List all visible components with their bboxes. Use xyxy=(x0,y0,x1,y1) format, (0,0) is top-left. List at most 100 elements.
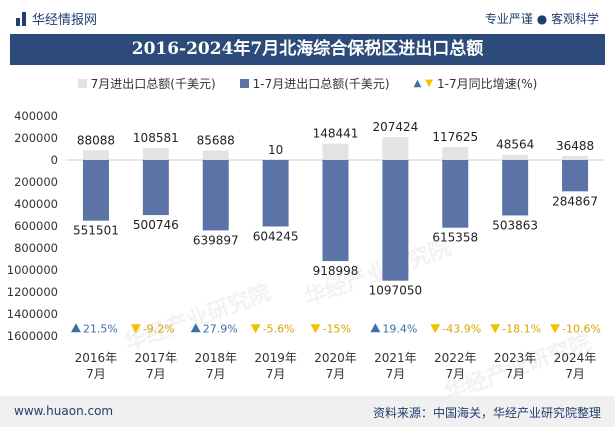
monthly-bar xyxy=(202,150,229,160)
cumulative-value-label: 551501 xyxy=(73,224,119,238)
cumulative-bar xyxy=(262,160,289,227)
monthly-value-label: 117625 xyxy=(432,130,478,144)
growth-down-marker xyxy=(550,324,561,334)
x-tick-label: 2019年 xyxy=(254,351,297,365)
legend-item-monthly: 7月进出口总额(千美元) xyxy=(77,74,216,92)
monthly-value-label: 88088 xyxy=(77,133,115,147)
brand[interactable]: 华经情报网 xyxy=(16,9,97,28)
cumulative-bar xyxy=(382,160,409,281)
x-tick-label: 2017年 xyxy=(135,351,178,365)
y-tick-label: 1200000 xyxy=(7,285,58,299)
x-tick-label: 2020年 xyxy=(314,351,357,365)
x-tick-label: 2016年 xyxy=(75,351,118,365)
growth-value-label: -15% xyxy=(323,322,351,335)
growth-value-label: -10.6% xyxy=(562,322,601,335)
cumulative-value-label: 503863 xyxy=(492,218,538,232)
source-note: 资料来源：中国海关，华经产业研究院整理 xyxy=(372,406,601,420)
labels-layer: 88088 551501 21.5% 108581 500746 -9.2% 85688 63… xyxy=(70,120,601,335)
legend-swatch-cumulative xyxy=(239,78,249,88)
x-tick-label: 2022年 xyxy=(434,351,477,365)
cumulative-bar xyxy=(502,160,529,216)
y-tick-label: 0 xyxy=(51,153,58,167)
cumulative-value-label: 500746 xyxy=(133,218,179,232)
x-tick-label: 2023年 xyxy=(494,351,537,365)
growth-down-marker xyxy=(430,324,441,334)
growth-value-label: -18.1% xyxy=(502,322,541,335)
cumulative-value-label: 918998 xyxy=(313,264,359,278)
growth-value-label: -9.2% xyxy=(143,322,175,335)
x-tick-label: 7月 xyxy=(386,367,406,381)
x-tick-label: 7月 xyxy=(146,367,166,381)
chart-plot: 400000 200000 0 200000 400000 600000 800000 100… xyxy=(7,109,605,381)
cumulative-value-label: 639897 xyxy=(193,233,239,247)
y-tick-label: 600000 xyxy=(14,219,58,233)
cumulative-value-label: 615358 xyxy=(432,231,478,245)
y-tick-label: 800000 xyxy=(14,241,58,255)
x-tick-label: 7月 xyxy=(505,367,525,381)
legend-label-monthly: 7月进出口总额(千美元) xyxy=(90,76,216,91)
cumulative-bar xyxy=(82,160,109,221)
legend-item-growth: ▲ ▼ 1-7月同比增速(%) xyxy=(414,74,538,92)
footer: www.huaon.com 资料来源：中国海关，华经产业研究院整理 xyxy=(0,396,615,427)
cumulative-bar xyxy=(562,160,589,192)
y-tick-label: 200000 xyxy=(14,131,58,145)
growth-value-label: -43.9% xyxy=(442,322,481,335)
legend-down-triangle-icon: ▼ xyxy=(425,77,433,89)
cumulative-bar xyxy=(202,160,229,231)
y-tick-label: 1000000 xyxy=(7,263,58,277)
y-tick-label: 1600000 xyxy=(7,329,58,343)
x-tick-label: 2018年 xyxy=(194,351,237,365)
monthly-value-label: 148441 xyxy=(313,127,359,141)
cumulative-bar xyxy=(322,160,349,262)
top-bar: 华经情报网 专业严谨 ● 客观科学 xyxy=(0,0,615,34)
growth-up-marker xyxy=(70,323,81,333)
monthly-bar xyxy=(442,147,469,160)
growth-down-marker xyxy=(490,324,501,334)
monthly-value-label: 207424 xyxy=(372,120,418,134)
growth-down-marker xyxy=(130,324,141,334)
x-tick-label: 2024年 xyxy=(554,351,597,365)
chart-title: 2016-2024年7月北海综合保税区进出口总额 xyxy=(10,34,605,65)
cumulative-bar xyxy=(442,160,469,228)
growth-up-marker xyxy=(190,323,201,333)
growth-up-marker xyxy=(370,323,381,333)
monthly-bar xyxy=(142,148,169,160)
x-tick-label: 7月 xyxy=(445,367,465,381)
x-tick-label: 7月 xyxy=(86,367,106,381)
website-link[interactable]: www.huaon.com xyxy=(14,404,114,418)
monthly-bar xyxy=(502,154,529,160)
legend-item-cumulative: 1-7月进出口总额(千美元) xyxy=(239,74,390,92)
monthly-value-label: 85688 xyxy=(197,134,235,148)
growth-value-label: 21.5% xyxy=(83,322,118,335)
growth-value-label: 19.4% xyxy=(382,322,417,335)
growth-down-marker xyxy=(310,324,321,334)
x-tick-label: 2021年 xyxy=(374,351,417,365)
y-tick-label: 1400000 xyxy=(7,307,58,321)
legend-up-triangle-icon: ▲ xyxy=(413,77,422,89)
legend-label-cumulative: 1-7月进出口总额(千美元) xyxy=(252,76,390,91)
monthly-bar xyxy=(82,150,109,160)
cumulative-value-label: 284867 xyxy=(552,194,598,208)
x-tick-label: 7月 xyxy=(326,367,346,381)
legend-swatch-monthly xyxy=(77,78,87,88)
growth-value-label: -5.6% xyxy=(263,322,295,335)
monthly-bar xyxy=(322,143,349,160)
tagline: 专业严谨 ● 客观科学 xyxy=(484,12,599,26)
y-tick-label: 400000 xyxy=(14,109,58,123)
x-axis: 2016年 7月 2017年 7月 2018年 7月 2019年 7月 2020年 7月 2021年… xyxy=(75,351,597,381)
growth-value-label: 27.9% xyxy=(203,322,238,335)
cumulative-bar xyxy=(142,160,169,216)
bars-layer xyxy=(82,137,589,281)
cumulative-value-label: 604245 xyxy=(253,229,299,243)
monthly-value-label: 48564 xyxy=(496,138,534,152)
x-tick-label: 7月 xyxy=(266,367,286,381)
brand-logo-icon xyxy=(16,11,26,26)
chart-legend: 7月进出口总额(千美元) 1-7月进出口总额(千美元) ▲ ▼ 1-7月同比增速(… xyxy=(0,74,615,92)
y-tick-label: 200000 xyxy=(14,175,58,189)
monthly-bar xyxy=(382,137,409,160)
brand-name: 华经情报网 xyxy=(32,13,98,28)
legend-label-growth: 1-7月同比增速(%) xyxy=(437,76,538,91)
cumulative-value-label: 1097050 xyxy=(369,284,422,298)
monthly-value-label: 108581 xyxy=(133,131,179,145)
monthly-value-label: 10 xyxy=(268,143,283,157)
